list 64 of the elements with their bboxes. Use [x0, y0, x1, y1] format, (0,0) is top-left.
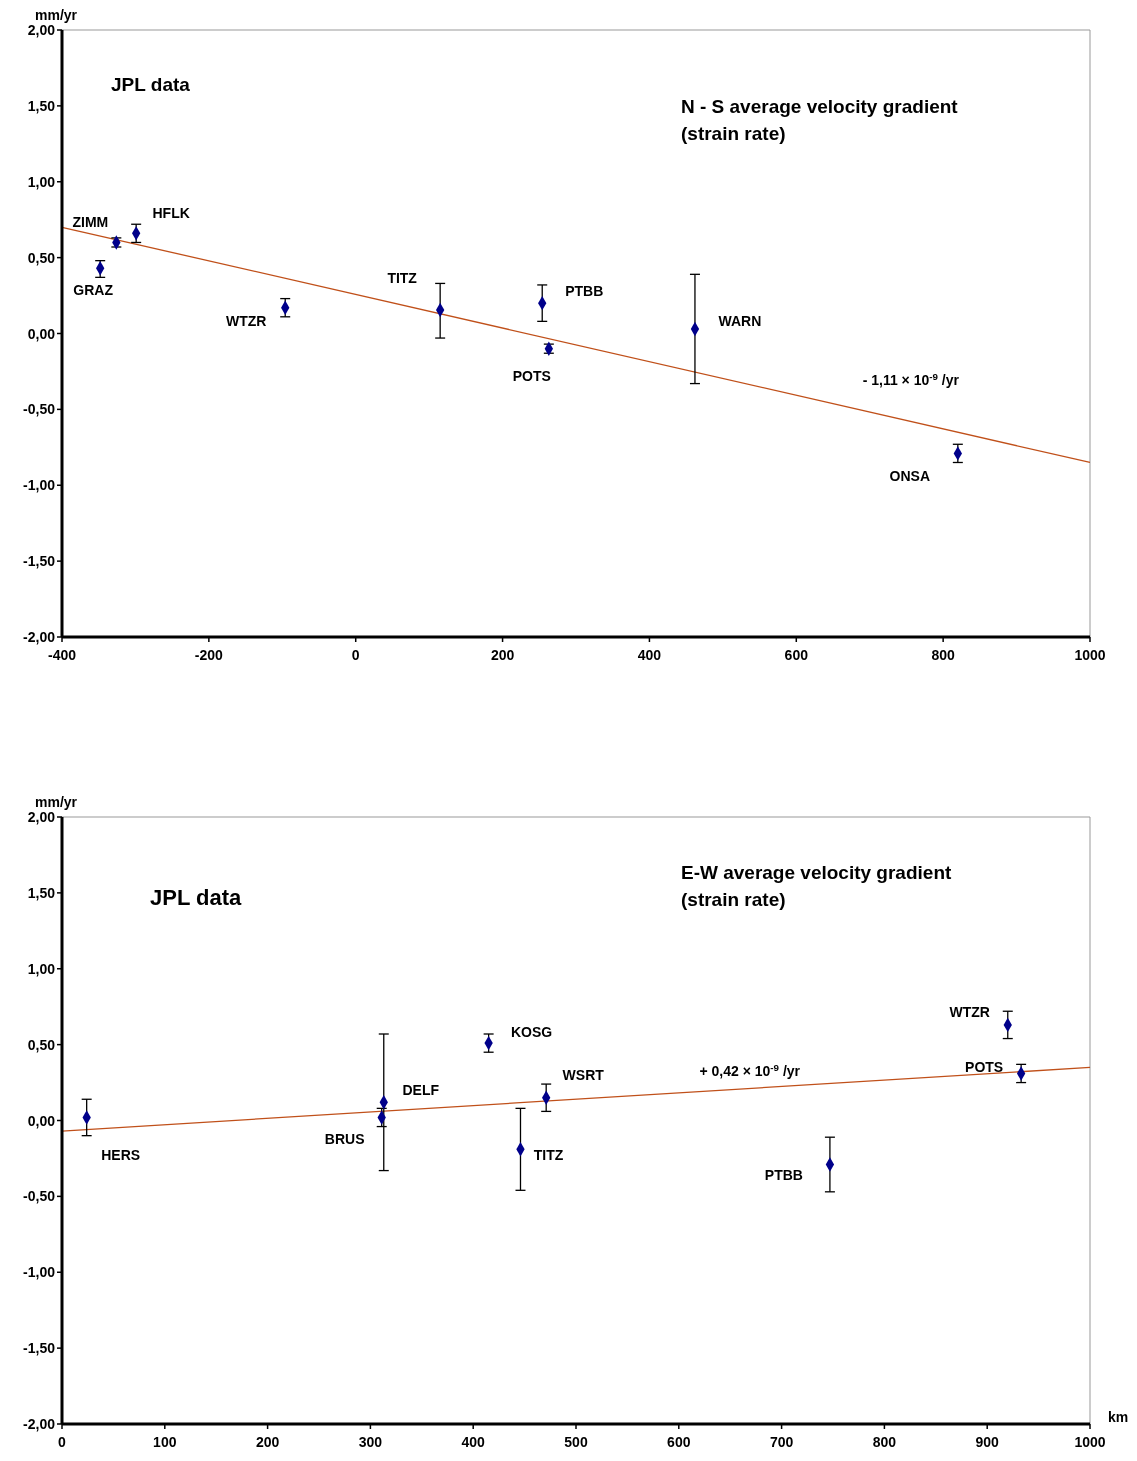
- annotation: KOSG: [511, 1024, 553, 1041]
- x-tick-label: 400: [637, 647, 662, 663]
- x-tick-label: 800: [872, 1434, 897, 1450]
- y-axis-title: mm/yr: [35, 7, 78, 23]
- text: JPL data: [111, 74, 191, 95]
- x-axis-title: km: [1108, 1409, 1129, 1425]
- y-tick-label: -1,00: [23, 477, 56, 494]
- x-tick-label: 900: [975, 1434, 1000, 1450]
- y-tick-label: 2,00: [27, 809, 56, 825]
- x-tick-label: 700: [769, 1434, 794, 1450]
- x-tick-label: 500: [564, 1434, 588, 1450]
- x-tick-label: 200: [490, 647, 515, 663]
- annotation: - 1,11 × 10$^{-9}$ /yr: [862, 370, 960, 389]
- x-tick-label: 600: [784, 647, 809, 663]
- y-tick-label: 1,00: [27, 960, 56, 977]
- x-tick-label: 200: [255, 1434, 280, 1450]
- y-tick-label: 2,00: [27, 22, 56, 38]
- annotation: ZIMM: [72, 214, 109, 231]
- annotation: PTBB: [764, 1167, 803, 1184]
- text: N - S average velocity gradient (strain rate): [681, 96, 959, 144]
- x-tick-label: 300: [358, 1434, 383, 1450]
- y-tick-label: -1,50: [23, 553, 56, 570]
- annotation: POTS: [965, 1059, 1004, 1076]
- x-tick-label: 400: [461, 1434, 486, 1450]
- y-tick-label: -0,50: [23, 401, 56, 418]
- annotation: + 0,42 × 10$^{-9}$ /yr: [699, 1061, 801, 1079]
- annotation: PTBB: [565, 283, 604, 300]
- y-tick-label: -2,00: [23, 1416, 56, 1432]
- y-tick-label: 0,50: [27, 1036, 56, 1053]
- annotation: WTZR: [949, 1003, 990, 1020]
- annotation: WSRT: [562, 1066, 605, 1083]
- x-tick-label: 800: [931, 647, 956, 663]
- annotation: WTZR: [226, 312, 267, 329]
- x-tick-label: -400: [47, 647, 77, 663]
- y-tick-label: -0,50: [23, 1188, 56, 1205]
- x-tick-label: 1000: [1074, 1434, 1106, 1450]
- text: E-W average velocity gradient (strain rate): [681, 862, 952, 910]
- x-tick-label: -200: [194, 647, 224, 663]
- annotation: POTS: [512, 367, 551, 384]
- y-tick-label: 1,50: [27, 97, 56, 114]
- annotation: BRUS: [324, 1131, 365, 1148]
- x-tick-label: 1000: [1074, 647, 1106, 663]
- annotation: GRAZ: [73, 282, 114, 299]
- y-tick-label: 1,50: [27, 884, 56, 901]
- y-tick-label: 1,00: [27, 173, 56, 190]
- annotation: WARN: [718, 312, 762, 329]
- x-tick-label: 100: [153, 1434, 177, 1450]
- annotation: TITZ: [387, 269, 418, 286]
- text: JPL data: [150, 885, 243, 910]
- annotation: ONSA: [889, 468, 931, 485]
- annotation: DELF: [402, 1082, 440, 1099]
- y-tick-label: 0,50: [27, 249, 56, 266]
- y-tick-label: -2,00: [23, 629, 56, 645]
- annotation: TITZ: [533, 1147, 564, 1164]
- y-tick-label: -1,00: [23, 1264, 56, 1281]
- y-tick-label: 0,00: [27, 1112, 56, 1129]
- annotation: HERS: [101, 1147, 141, 1164]
- annotation: HFLK: [152, 205, 190, 222]
- x-tick-label: 0: [351, 647, 360, 663]
- y-tick-label: 0,00: [27, 325, 56, 342]
- x-tick-label: 600: [667, 1434, 691, 1450]
- y-tick-label: -1,50: [23, 1340, 56, 1357]
- y-axis-title: mm/yr: [35, 794, 78, 810]
- x-tick-label: 0: [58, 1434, 67, 1450]
